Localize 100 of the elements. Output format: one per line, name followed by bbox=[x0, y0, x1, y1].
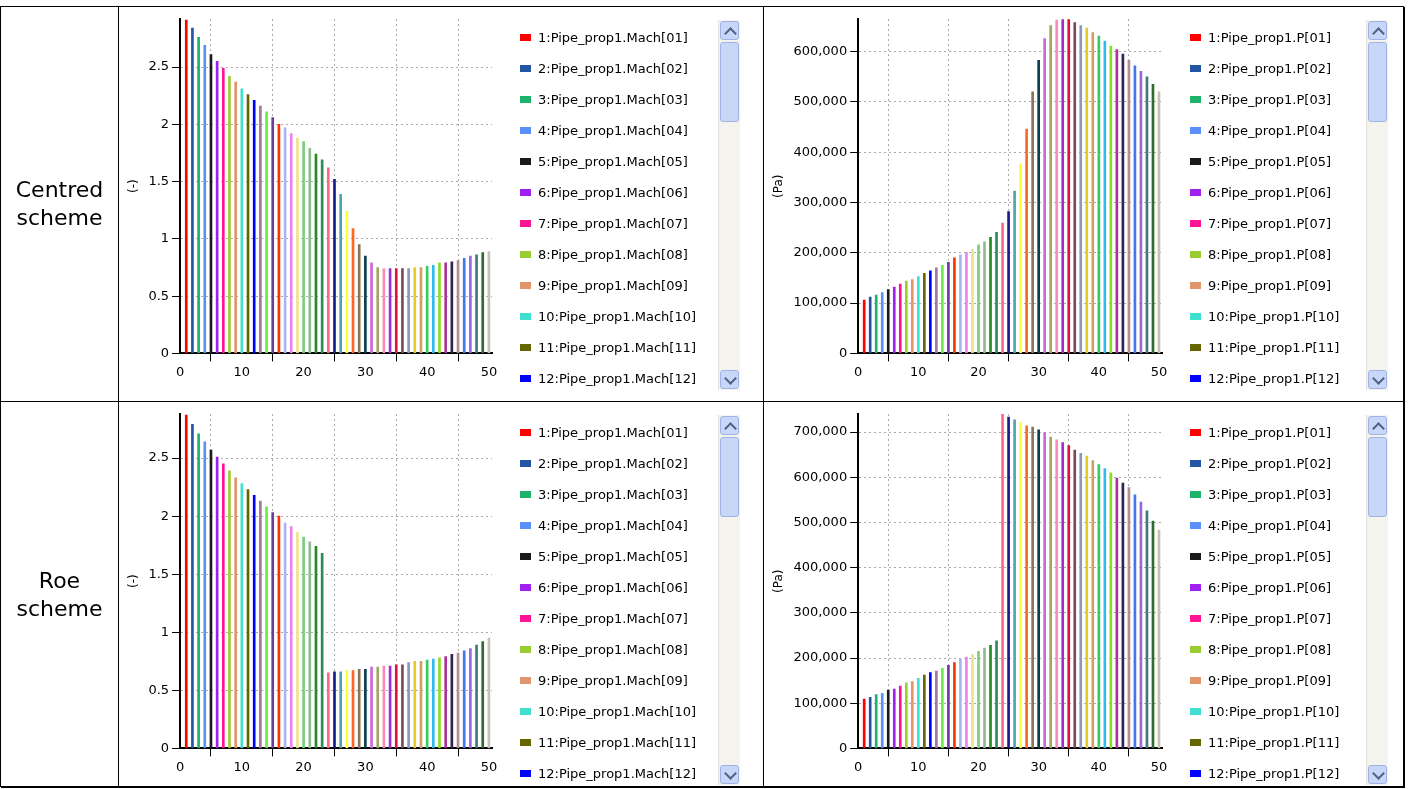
y-tick-label: 700,000 bbox=[793, 423, 848, 439]
legend-label: 1:Pipe_prop1.P[01] bbox=[1208, 425, 1332, 440]
y-tick-label: 100,000 bbox=[793, 694, 848, 710]
legend-label: 11:Pipe_prop1.Mach[11] bbox=[538, 340, 697, 355]
legend-label: 3:Pipe_prop1.P[03] bbox=[1208, 92, 1332, 107]
x-tick-label: 20 bbox=[295, 363, 312, 379]
text: Roe scheme bbox=[15, 566, 104, 623]
x-tick-label: 40 bbox=[1090, 363, 1108, 379]
legend-label: 1:Pipe_prop1.Mach[01] bbox=[538, 30, 688, 45]
legend-label: 9:Pipe_prop1.P[09] bbox=[1208, 673, 1332, 688]
y-tick-label: 1.5 bbox=[148, 172, 170, 188]
legend-label: 4:Pipe_prop1.Mach[04] bbox=[538, 123, 688, 138]
x-tick-label: 10 bbox=[910, 758, 927, 774]
y-tick-label: 1 bbox=[160, 623, 170, 639]
x-tick-label: 20 bbox=[970, 758, 987, 774]
y-tick-label: 500,000 bbox=[793, 93, 848, 109]
x-tick-label: 10 bbox=[910, 363, 927, 379]
legend-label: 3:Pipe_prop1.Mach[03] bbox=[538, 487, 688, 502]
legend-label: 5:Pipe_prop1.P[05] bbox=[1208, 154, 1332, 169]
y-tick-label: 400,000 bbox=[793, 559, 848, 575]
x-tick-label: 0 bbox=[854, 363, 863, 379]
text: Centred scheme bbox=[14, 176, 105, 232]
legend-label: 9:Pipe_prop1.Mach[09] bbox=[538, 278, 688, 293]
legend-label: 6:Pipe_prop1.P[06] bbox=[1208, 185, 1332, 200]
x-tick-label: 0 bbox=[175, 758, 185, 774]
y-tick-label: 0.5 bbox=[148, 287, 170, 303]
legend-label: 9:Pipe_prop1.Mach[09] bbox=[538, 673, 688, 688]
legend-label: 4:Pipe_prop1.P[04] bbox=[1208, 123, 1332, 138]
y-tick-label: 2 bbox=[160, 115, 170, 131]
y-tick-label: 300,000 bbox=[793, 193, 848, 209]
y-tick-label: 400,000 bbox=[793, 143, 848, 159]
legend-label: 9:Pipe_prop1.P[09] bbox=[1208, 278, 1332, 293]
legend-label: 5:Pipe_prop1.P[05] bbox=[1208, 549, 1332, 564]
legend-label: 5:Pipe_prop1.Mach[05] bbox=[538, 154, 688, 169]
legend-label: 2:Pipe_prop1.Mach[02] bbox=[538, 61, 688, 76]
y-tick-label: 0.5 bbox=[148, 681, 170, 697]
legend-label: 12:Pipe_prop1.Mach[12] bbox=[538, 766, 697, 781]
x-tick-label: 40 bbox=[418, 363, 436, 379]
y-tick-label: 0 bbox=[160, 739, 170, 755]
legend-label: 10:Pipe_prop1.P[10] bbox=[1208, 704, 1340, 719]
legend-label: 12:Pipe_prop1.P[12] bbox=[1208, 766, 1340, 781]
legend-label: 6:Pipe_prop1.P[06] bbox=[1208, 580, 1332, 595]
x-tick-label: 50 bbox=[1150, 363, 1168, 379]
y-tick-label: 2.5 bbox=[148, 449, 170, 465]
x-tick-label: 40 bbox=[1090, 758, 1108, 774]
legend-label: 7:Pipe_prop1.P[07] bbox=[1208, 216, 1332, 231]
y-tick-label: 100,000 bbox=[793, 294, 848, 310]
legend-label: 8:Pipe_prop1.P[08] bbox=[1208, 642, 1332, 657]
legend-label: 12:Pipe_prop1.P[12] bbox=[1208, 371, 1340, 386]
x-tick-label: 10 bbox=[233, 758, 251, 774]
y-tick-label: 200,000 bbox=[793, 244, 848, 260]
legend-label: 8:Pipe_prop1.Mach[08] bbox=[538, 247, 688, 262]
legend-label: 10:Pipe_prop1.Mach[10] bbox=[538, 704, 697, 719]
legend-label: 3:Pipe_prop1.Mach[03] bbox=[538, 92, 688, 107]
y-tick-label: 200,000 bbox=[793, 649, 848, 665]
x-tick-label: 30 bbox=[357, 758, 374, 774]
legend-label: 2:Pipe_prop1.P[02] bbox=[1208, 456, 1332, 471]
y-axis-title: (Pa) bbox=[771, 174, 786, 198]
legend-label: 1:Pipe_prop1.Mach[01] bbox=[538, 425, 688, 440]
legend-label: 10:Pipe_prop1.P[10] bbox=[1208, 309, 1340, 324]
legend-label: 7:Pipe_prop1.P[07] bbox=[1208, 611, 1332, 626]
legend-label: 11:Pipe_prop1.P[11] bbox=[1208, 735, 1340, 750]
x-tick-label: 40 bbox=[418, 758, 436, 774]
legend-label: 11:Pipe_prop1.P[11] bbox=[1208, 340, 1340, 355]
y-axis-title: (-) bbox=[126, 574, 141, 589]
x-tick-label: 10 bbox=[233, 363, 251, 379]
y-tick-label: 1.5 bbox=[148, 565, 170, 581]
legend-label: 5:Pipe_prop1.Mach[05] bbox=[538, 549, 688, 564]
y-tick-label: 2 bbox=[160, 507, 170, 523]
x-tick-label: 50 bbox=[480, 758, 498, 774]
legend-label: 12:Pipe_prop1.Mach[12] bbox=[538, 371, 697, 386]
x-tick-label: 20 bbox=[970, 363, 987, 379]
legend-label: 7:Pipe_prop1.Mach[07] bbox=[538, 216, 688, 231]
legend-label: 3:Pipe_prop1.P[03] bbox=[1208, 487, 1332, 502]
y-tick-label: 600,000 bbox=[793, 43, 848, 59]
x-tick-label: 30 bbox=[1030, 758, 1047, 774]
y-tick-label: 1 bbox=[160, 230, 170, 246]
y-axis-title: (Pa) bbox=[771, 569, 786, 593]
y-axis-title: (-) bbox=[126, 179, 141, 194]
y-tick-label: 600,000 bbox=[793, 468, 848, 484]
x-tick-label: 30 bbox=[1030, 363, 1047, 379]
y-tick-label: 300,000 bbox=[793, 604, 848, 620]
y-tick-label: 0 bbox=[838, 344, 848, 360]
legend-label: 7:Pipe_prop1.Mach[07] bbox=[538, 611, 688, 626]
y-tick-label: 0 bbox=[160, 344, 170, 360]
x-tick-label: 50 bbox=[1150, 758, 1168, 774]
legend-label: 10:Pipe_prop1.Mach[10] bbox=[538, 309, 697, 324]
x-tick-label: 20 bbox=[295, 758, 312, 774]
legend-label: 11:Pipe_prop1.Mach[11] bbox=[538, 735, 697, 750]
y-tick-label: 2.5 bbox=[148, 58, 170, 74]
legend-label: 6:Pipe_prop1.Mach[06] bbox=[538, 185, 688, 200]
legend-label: 1:Pipe_prop1.P[01] bbox=[1208, 30, 1332, 45]
legend-label: 6:Pipe_prop1.Mach[06] bbox=[538, 580, 688, 595]
legend-label: 2:Pipe_prop1.Mach[02] bbox=[538, 456, 688, 471]
x-tick-label: 0 bbox=[854, 758, 863, 774]
legend-label: 8:Pipe_prop1.P[08] bbox=[1208, 247, 1332, 262]
legend-label: 4:Pipe_prop1.Mach[04] bbox=[538, 518, 688, 533]
x-tick-label: 30 bbox=[357, 363, 374, 379]
legend-label: 2:Pipe_prop1.P[02] bbox=[1208, 61, 1332, 76]
y-tick-label: 500,000 bbox=[793, 513, 848, 529]
